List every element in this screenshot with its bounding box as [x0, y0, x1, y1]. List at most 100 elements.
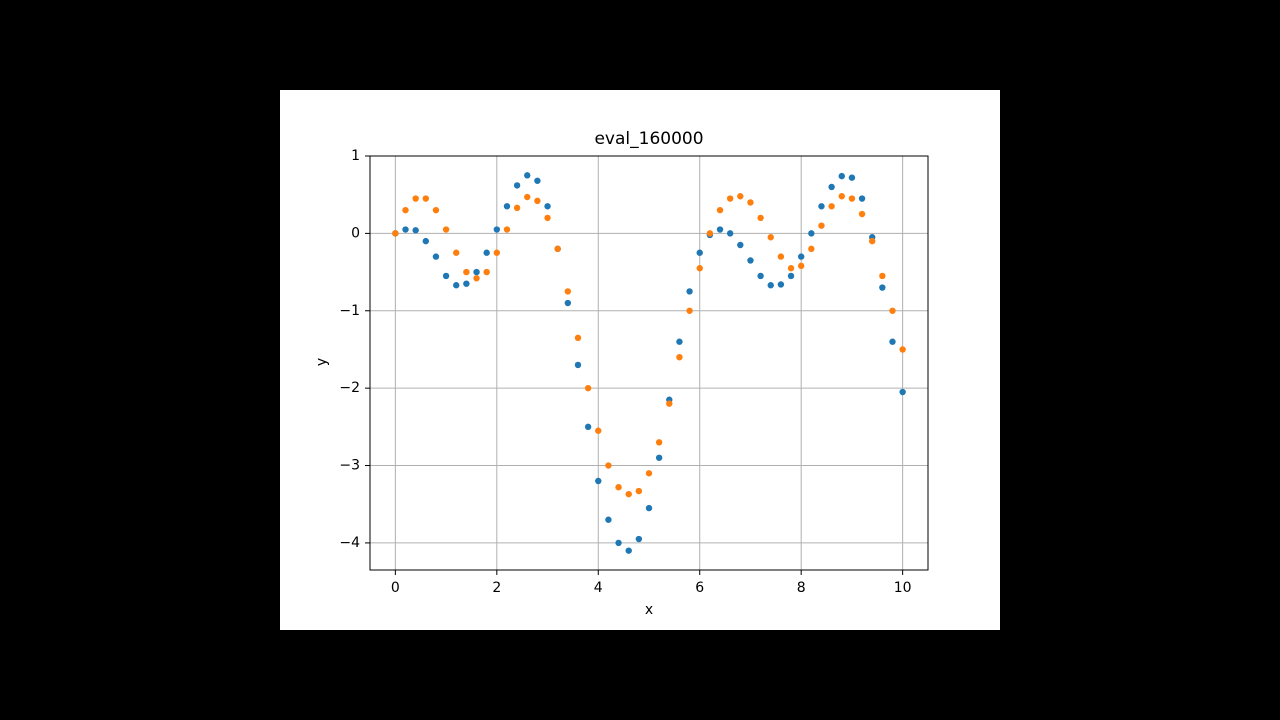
data-point: [442, 226, 450, 233]
data-point: [564, 288, 572, 295]
data-point: [655, 439, 663, 446]
data-point: [513, 182, 521, 189]
data-point: [828, 203, 835, 210]
data-point: [493, 226, 501, 233]
data-point: [412, 195, 419, 202]
data-point: [737, 193, 744, 200]
x-tick-label: 4: [594, 580, 603, 596]
data-point: [635, 487, 643, 495]
data-point: [422, 195, 429, 202]
data-point: [797, 262, 805, 270]
data-point: [534, 177, 541, 184]
data-point: [747, 257, 754, 264]
data-point: [463, 268, 470, 276]
data-point: [899, 346, 906, 353]
data-point: [858, 210, 866, 218]
x-tick-label: 8: [797, 580, 806, 596]
data-point: [767, 282, 774, 289]
data-point: [473, 268, 480, 276]
data-point: [524, 172, 531, 179]
data-point: [848, 195, 856, 202]
data-point: [564, 299, 572, 307]
data-point: [432, 253, 440, 260]
data-point: [625, 490, 632, 498]
x-tick-label: 10: [894, 580, 912, 596]
data-point: [808, 245, 815, 253]
data-point: [645, 504, 653, 512]
data-point: [777, 281, 785, 288]
data-point: [737, 241, 744, 249]
data-point: [777, 253, 785, 260]
data-point: [726, 230, 734, 237]
data-point: [808, 230, 815, 237]
y-tick-label: −3: [339, 458, 360, 474]
data-point: [787, 272, 795, 280]
data-point: [534, 197, 541, 205]
data-point: [858, 195, 866, 202]
data-point: [676, 353, 683, 361]
data-point: [392, 230, 399, 237]
data-point: [869, 237, 876, 245]
data-point: [818, 203, 825, 210]
data-point: [503, 226, 511, 233]
data-point: [503, 203, 511, 210]
data-point: [584, 384, 592, 392]
chart-title: eval_160000: [594, 129, 703, 149]
data-point: [442, 272, 450, 280]
axes-frame: [369, 155, 929, 571]
data-point: [463, 280, 470, 287]
data-point: [453, 249, 460, 256]
data-point: [615, 539, 622, 547]
y-tick-label: 1: [351, 148, 360, 164]
data-point: [544, 203, 551, 210]
data-point: [635, 535, 643, 543]
data-point: [706, 230, 714, 237]
y-tick-label: −2: [339, 380, 360, 396]
data-point: [838, 172, 845, 180]
data-point: [757, 214, 764, 222]
data-point: [402, 226, 409, 233]
data-point: [818, 222, 825, 229]
data-point: [432, 206, 440, 214]
data-point: [574, 334, 582, 342]
data-point: [554, 245, 561, 253]
data-point: [676, 338, 683, 345]
data-point: [716, 206, 724, 214]
data-point: [889, 338, 896, 345]
data-point: [655, 454, 663, 461]
data-point: [787, 265, 795, 272]
data-point: [879, 272, 886, 280]
y-axis-label: y: [314, 358, 330, 366]
data-point: [879, 284, 886, 291]
data-point: [473, 275, 480, 282]
y-tick-label: 0: [351, 225, 360, 241]
data-point: [838, 193, 845, 200]
x-tick-label: 2: [492, 580, 501, 596]
data-point: [574, 361, 582, 369]
data-point: [595, 427, 602, 434]
data-point: [757, 272, 764, 280]
data-point: [848, 174, 856, 181]
data-point: [595, 477, 602, 485]
data-point: [726, 195, 734, 202]
data-point: [422, 237, 429, 245]
data-point: [645, 470, 653, 477]
data-point: [686, 288, 693, 295]
data-point: [412, 227, 419, 234]
data-point: [666, 400, 673, 407]
data-point: [696, 249, 703, 256]
data-point: [493, 249, 501, 256]
data-point: [797, 253, 805, 260]
data-point: [584, 423, 592, 431]
data-point: [625, 547, 632, 554]
data-point: [453, 282, 460, 289]
x-tick-label: 6: [695, 580, 704, 596]
x-axis-label: x: [645, 602, 653, 618]
data-point: [716, 226, 724, 233]
data-point: [402, 206, 409, 214]
y-tick-label: −1: [339, 303, 360, 319]
data-point: [483, 268, 490, 276]
data-point: [686, 307, 693, 314]
x-tick-label: 0: [391, 580, 400, 596]
